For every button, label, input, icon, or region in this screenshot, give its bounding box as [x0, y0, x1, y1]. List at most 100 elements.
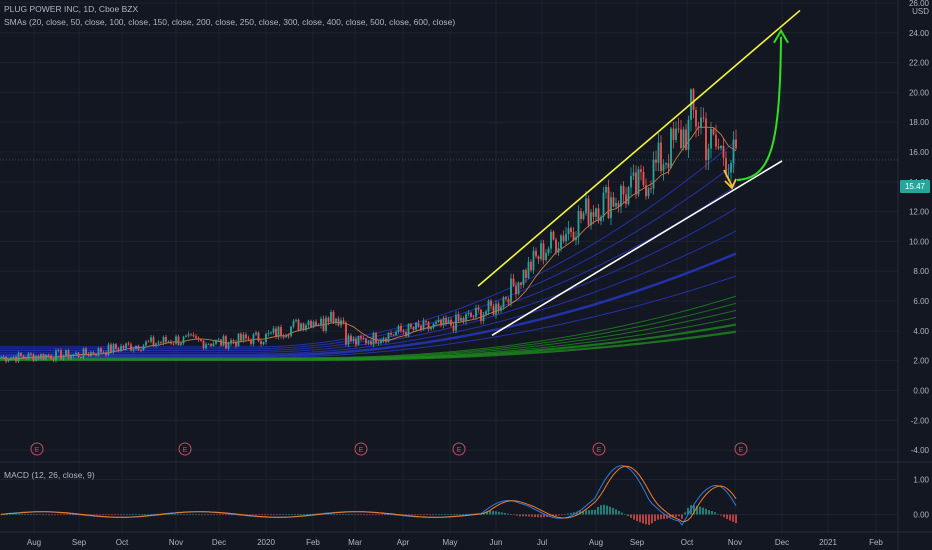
macd-histogram-bar	[327, 513, 329, 515]
candle-body	[332, 311, 335, 324]
macd-histogram-bar	[630, 514, 632, 518]
candle-body	[292, 321, 295, 327]
y-tick-label: 22.00	[909, 59, 930, 68]
candle-body	[267, 333, 270, 334]
candle-body	[525, 270, 527, 278]
candle-body	[672, 128, 675, 140]
candle-body	[182, 336, 185, 344]
candle-body	[290, 326, 292, 336]
candle-body	[20, 352, 22, 356]
x-tick-label: Aug	[589, 538, 603, 547]
lower-trendline[interactable]	[491, 160, 783, 337]
candle-body	[180, 343, 182, 345]
candle-body	[557, 248, 560, 253]
y-tick-label: 16.00	[909, 148, 930, 157]
macd-histogram-bar	[501, 512, 503, 515]
trend-drawings[interactable]	[0, 9, 898, 337]
candle-body	[90, 352, 92, 357]
candle-body	[240, 333, 242, 341]
y-tick-label: 0.00	[913, 386, 929, 395]
candle-body	[425, 320, 427, 322]
candle-body	[347, 335, 350, 345]
candle-body	[562, 235, 565, 242]
macd-histogram-bar	[123, 514, 125, 516]
candle-body	[550, 231, 552, 249]
candle-body	[222, 336, 225, 346]
candle-body	[30, 353, 32, 355]
candle-body	[165, 337, 167, 342]
candle-body	[505, 297, 507, 300]
candle-body	[170, 341, 172, 344]
macd-histogram-bar	[435, 514, 437, 516]
macd-histogram-bar	[198, 514, 200, 516]
macd-histogram-bar	[561, 514, 563, 516]
candle-body	[200, 339, 202, 341]
macd-histogram-bar	[711, 511, 713, 515]
candle-body	[515, 285, 517, 295]
macd-histogram-bar	[510, 514, 512, 515]
candle-body	[535, 250, 537, 257]
macd-histogram-bar	[267, 514, 269, 516]
candle-body	[530, 261, 532, 271]
sma-legend: SMAs (20, close, 50, close, 100, close, …	[4, 17, 456, 27]
candle-body	[310, 320, 312, 328]
candle-body	[635, 172, 637, 195]
candle-body	[712, 128, 715, 135]
macd-histogram-bar	[621, 512, 623, 515]
macd-histogram-bar	[201, 514, 203, 516]
macd-histogram-bar	[306, 513, 308, 515]
candle-body	[422, 320, 425, 330]
candle-body	[330, 311, 332, 323]
earnings-marker[interactable]	[178, 442, 192, 456]
candle-body	[622, 185, 625, 195]
candle-body	[687, 119, 690, 150]
macd-histogram-bar	[426, 514, 428, 516]
macd-histogram-bar	[606, 505, 608, 515]
candle-body	[380, 340, 382, 344]
candle-body	[227, 343, 230, 349]
candle-body	[415, 322, 417, 330]
macd-histogram-bar	[378, 514, 380, 516]
macd-histogram-bar	[573, 512, 575, 515]
x-tick-label: Oct	[116, 538, 129, 547]
candle-body	[527, 261, 530, 278]
x-tick-label: Mar	[348, 538, 362, 547]
candle-body	[560, 235, 562, 249]
candle-body	[197, 337, 200, 340]
candle-body	[602, 192, 605, 217]
candle-body	[97, 348, 100, 356]
macd-histogram-bar	[135, 514, 137, 515]
candle-body	[512, 278, 515, 286]
candle-body	[462, 318, 465, 322]
macd-histogram-bar	[42, 514, 44, 516]
macd-histogram-bar	[75, 514, 77, 516]
earnings-marker-label: E	[457, 447, 462, 454]
macd-histogram-bar	[138, 514, 140, 515]
candle-body	[160, 342, 162, 344]
macd-histogram-bar	[462, 513, 464, 515]
earnings-marker[interactable]	[30, 442, 44, 456]
candle-body	[432, 323, 435, 328]
earnings-marker[interactable]	[354, 442, 368, 456]
candle-body	[145, 341, 147, 346]
macd-histogram-bar	[291, 514, 293, 515]
sma-mid-line	[0, 140, 737, 348]
candle-body	[202, 340, 205, 349]
macd-legend: MACD (12, 26, close, 9)	[4, 470, 95, 480]
macd-histogram-bar	[345, 514, 347, 515]
candle-body	[457, 314, 460, 321]
macd-histogram-bar	[294, 514, 296, 515]
candle-body	[270, 332, 272, 334]
earnings-marker[interactable]	[452, 442, 466, 456]
earnings-marker[interactable]	[592, 442, 606, 456]
candle-body	[175, 336, 177, 344]
upper-trendline[interactable]	[477, 9, 801, 287]
candle-body	[677, 128, 680, 130]
candle-body	[12, 357, 15, 358]
earnings-marker[interactable]	[734, 442, 748, 456]
candle-body	[285, 335, 287, 338]
macd-histogram-bar	[417, 514, 419, 516]
macd-histogram-bar	[609, 506, 611, 515]
